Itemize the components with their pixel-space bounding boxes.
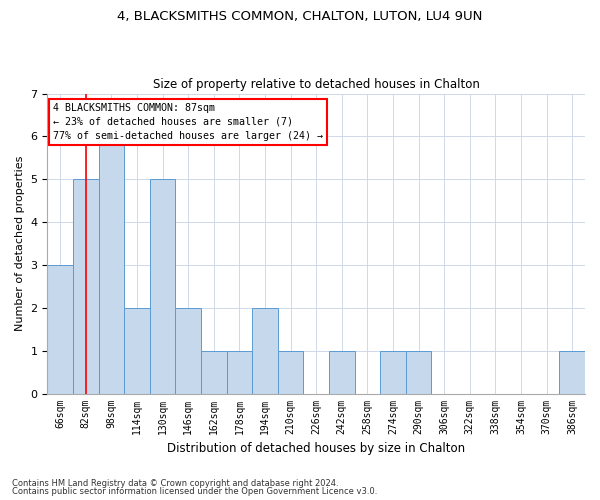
Bar (278, 350, 304, 394)
Bar (329, 350, 355, 394)
Text: Contains HM Land Registry data © Crown copyright and database right 2024.: Contains HM Land Registry data © Crown c… (12, 478, 338, 488)
Bar (98, 136, 124, 394)
Text: 4 BLACKSMITHS COMMON: 87sqm
← 23% of detached houses are smaller (7)
77% of semi: 4 BLACKSMITHS COMMON: 87sqm ← 23% of det… (53, 102, 323, 141)
Bar (201, 350, 227, 394)
Bar (150, 180, 175, 394)
Bar (380, 350, 406, 394)
Title: Size of property relative to detached houses in Chalton: Size of property relative to detached ho… (153, 78, 479, 91)
Text: Contains public sector information licensed under the Open Government Licence v3: Contains public sector information licen… (12, 488, 377, 496)
Bar (47, 265, 73, 394)
Bar (175, 308, 201, 394)
Text: 4, BLACKSMITHS COMMON, CHALTON, LUTON, LU4 9UN: 4, BLACKSMITHS COMMON, CHALTON, LUTON, L… (118, 10, 482, 23)
Bar (559, 350, 585, 394)
Bar (406, 350, 431, 394)
Bar (227, 350, 252, 394)
X-axis label: Distribution of detached houses by size in Chalton: Distribution of detached houses by size … (167, 442, 465, 455)
Bar (252, 308, 278, 394)
Y-axis label: Number of detached properties: Number of detached properties (15, 156, 25, 331)
Bar (124, 308, 150, 394)
Bar (73, 180, 98, 394)
